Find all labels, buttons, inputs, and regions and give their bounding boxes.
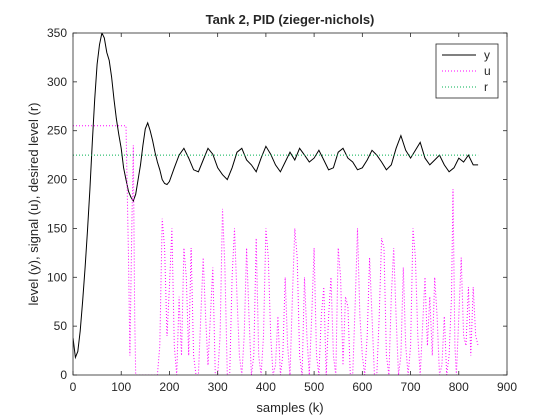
- y-tick-label: 100: [47, 270, 67, 284]
- legend-label-r: r: [484, 80, 488, 94]
- ticks-layer: 0 100 200 300 400 500 600 700 800 900 0 50 100 150 200…: [47, 26, 517, 394]
- x-tick-label: 100: [111, 380, 131, 394]
- y-tick-label: 300: [47, 75, 67, 89]
- x-tick-label: 200: [159, 380, 179, 394]
- x-axis-label: samples (k): [256, 400, 323, 415]
- legend-label-y: y: [484, 48, 490, 62]
- chart-title: Tank 2, PID (zieger-nichols): [206, 12, 375, 27]
- x-tick-label: 700: [401, 380, 421, 394]
- x-tick-label: 900: [497, 380, 517, 394]
- x-tick-label: 600: [352, 380, 372, 394]
- x-tick-label: 0: [70, 380, 77, 394]
- series-layer: [73, 33, 479, 375]
- axes-box: [72, 32, 508, 376]
- x-tick-label: 300: [208, 380, 228, 394]
- x-tick-label: 800: [449, 380, 469, 394]
- legend-label-u: u: [484, 64, 491, 78]
- x-tick-label: 500: [304, 380, 324, 394]
- series-line-y: [73, 33, 479, 360]
- plot-area: [73, 33, 507, 375]
- y-tick-label: 200: [47, 173, 67, 187]
- y-axis-label: level (y), signal (u), desired level (r): [26, 102, 41, 305]
- legend: y u r: [435, 43, 499, 99]
- y-tick-label: 350: [47, 26, 67, 40]
- y-tick-label: 50: [54, 319, 68, 333]
- y-tick-label: 250: [47, 124, 67, 138]
- y-tick-label: 150: [47, 221, 67, 235]
- y-tick-label: 0: [60, 368, 67, 382]
- x-tick-label: 400: [256, 380, 276, 394]
